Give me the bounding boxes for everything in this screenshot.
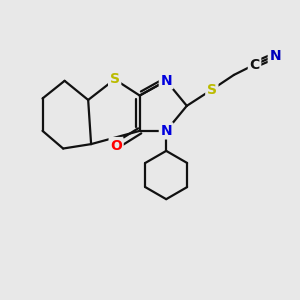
Text: S: S xyxy=(207,82,217,97)
Text: O: O xyxy=(110,139,122,153)
Text: N: N xyxy=(160,124,172,138)
Text: N: N xyxy=(160,74,172,88)
Text: N: N xyxy=(269,49,281,63)
Text: C: C xyxy=(249,58,260,72)
Text: S: S xyxy=(110,72,120,86)
